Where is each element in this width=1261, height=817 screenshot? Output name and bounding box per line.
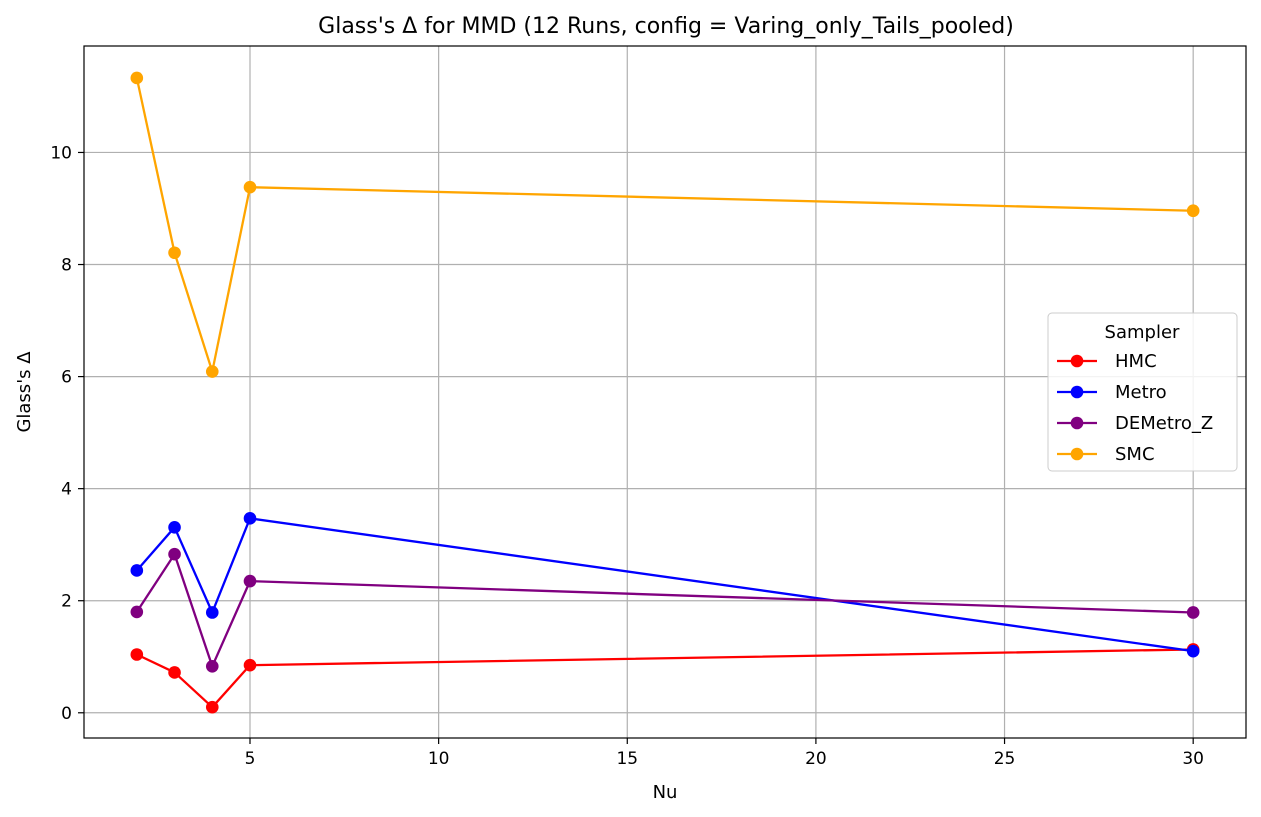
chart-title: Glass's Δ for MMD (12 Runs, config = Var… [318,14,1014,39]
legend-title: Sampler [1105,322,1180,343]
series-smc [130,71,1200,378]
data-point-hmc [168,666,181,679]
series-layer [130,71,1200,714]
legend-item-demetro-z: DEMetro_Z [1057,413,1213,434]
legend-item-hmc: HMC [1057,351,1157,372]
data-point-smc [168,246,181,260]
x-tick-label: 5 [245,749,256,769]
x-axis-label: Nu [653,782,678,803]
data-point-smc [243,180,257,194]
y-tick-label: 4 [61,480,72,500]
y-tick-label: 6 [61,368,72,388]
legend-label: HMC [1115,351,1157,372]
y-tick-label: 2 [61,592,72,612]
data-point-metro [130,564,144,577]
series-metro [130,512,1200,658]
x-tick-label: 10 [428,749,450,769]
legend-marker [1070,385,1084,399]
legend: Sampler HMC Metro DEMetro_Z SMC [1047,312,1238,472]
legend-label: SMC [1115,444,1155,465]
data-point-demetro-z [205,659,219,673]
data-point-metro [1186,644,1200,658]
plot-frame [83,45,1247,739]
y-axis-label: Glass's Δ [14,351,35,433]
legend-item-smc: SMC [1057,444,1155,465]
legend-item-metro: Metro [1057,382,1167,403]
y-tick-label: 10 [50,143,72,163]
data-point-demetro-z [168,547,181,561]
data-point-demetro-z [243,574,257,588]
data-point-metro [168,521,181,534]
x-tick-label: 20 [805,749,827,769]
legend-box [1047,312,1238,472]
series-line-hmc [136,648,1194,709]
data-point-smc [205,365,219,378]
data-point-metro [205,606,219,619]
data-point-demetro-z [130,605,144,619]
legend-marker [1070,354,1084,368]
y-tick-label: 0 [61,704,72,724]
series-line-demetro-z [135,553,1194,668]
ticks: 5 10 15 20 25 30 0 2 4 6 8 10 [50,143,1204,769]
legend-marker [1070,447,1084,461]
data-point-demetro-z [1186,606,1200,619]
legend-label: Metro [1115,382,1167,403]
legend-label: DEMetro_Z [1115,413,1213,434]
x-tick-label: 15 [616,749,638,769]
series-demetro-z [130,547,1200,673]
data-point-smc [1186,204,1200,218]
data-point-hmc [205,700,219,714]
data-point-metro [243,512,257,525]
y-tick-label: 8 [61,256,72,276]
data-point-smc [130,71,144,85]
data-point-hmc [243,658,257,672]
data-point-hmc [130,648,144,661]
x-tick-label: 30 [1182,749,1204,769]
legend-marker [1070,416,1084,430]
series-hmc [130,643,1200,714]
series-line-metro [135,517,1194,653]
series-line-smc [135,77,1194,373]
x-tick-label: 25 [994,749,1016,769]
